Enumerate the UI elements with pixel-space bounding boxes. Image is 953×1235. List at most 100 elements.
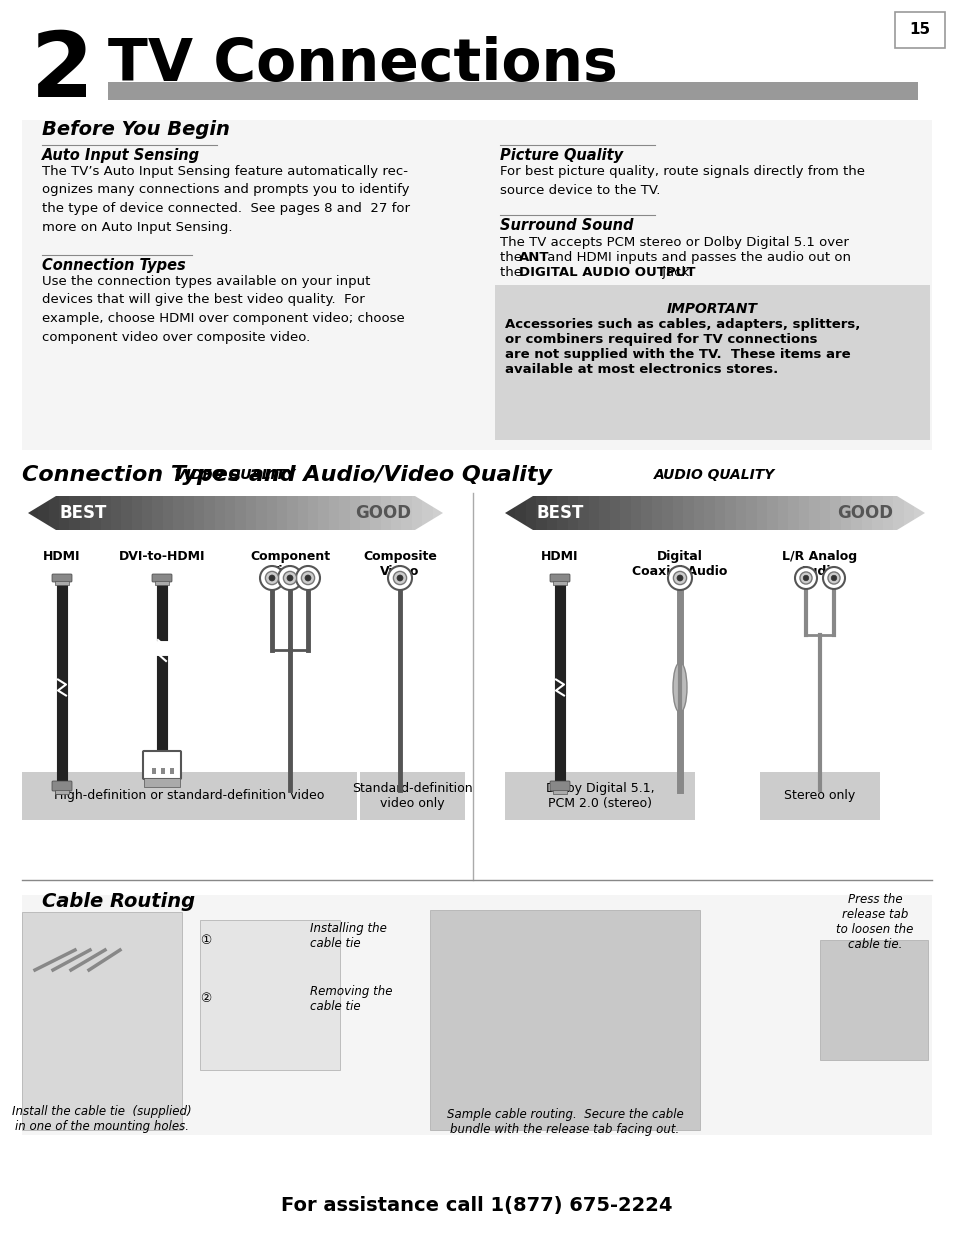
FancyBboxPatch shape — [152, 574, 172, 582]
Bar — [22, 772, 356, 820]
Text: Press the
release tab
to loosen the
cable tie.: Press the release tab to loosen the cabl… — [836, 893, 913, 951]
Bar — [894, 12, 944, 48]
Bar — [893, 496, 903, 530]
Text: BEST: BEST — [60, 504, 108, 522]
Bar — [820, 940, 927, 1060]
Text: Surround Sound: Surround Sound — [499, 219, 633, 233]
Bar — [422, 496, 432, 530]
Bar — [22, 895, 931, 1135]
Bar — [308, 496, 318, 530]
Bar — [735, 496, 745, 530]
Bar — [841, 496, 851, 530]
Circle shape — [305, 576, 311, 580]
Bar — [882, 496, 893, 530]
FancyBboxPatch shape — [52, 574, 71, 582]
Text: The TV’s Auto Input Sensing feature automatically rec-
ognizes many connections : The TV’s Auto Input Sensing feature auto… — [42, 165, 410, 233]
Bar — [651, 496, 661, 530]
Text: 15: 15 — [908, 22, 929, 37]
Text: Stereo only: Stereo only — [783, 789, 855, 803]
Circle shape — [265, 572, 278, 584]
Circle shape — [802, 576, 808, 580]
Bar — [630, 496, 640, 530]
Bar — [578, 496, 588, 530]
Text: Auto Input Sensing: Auto Input Sensing — [42, 148, 200, 163]
Circle shape — [269, 576, 274, 580]
Bar — [183, 496, 193, 530]
Bar — [152, 768, 156, 774]
Text: the: the — [499, 251, 526, 264]
Bar — [703, 496, 714, 530]
Bar — [22, 911, 182, 1130]
Bar — [49, 496, 59, 530]
Text: GOOD: GOOD — [355, 504, 411, 522]
FancyBboxPatch shape — [550, 781, 569, 790]
Bar — [693, 496, 703, 530]
Bar — [359, 772, 464, 820]
Bar — [553, 790, 566, 794]
Bar — [154, 580, 169, 585]
Bar — [609, 496, 619, 530]
Bar — [767, 496, 778, 530]
Bar — [370, 496, 380, 530]
Text: Digital
Coaxial Audio: Digital Coaxial Audio — [632, 550, 727, 578]
Text: jack.: jack. — [658, 266, 693, 279]
Bar — [714, 496, 724, 530]
Bar — [359, 496, 370, 530]
Bar — [799, 496, 809, 530]
Bar — [546, 496, 557, 530]
Circle shape — [673, 572, 686, 584]
Text: IMPORTANT: IMPORTANT — [666, 303, 757, 316]
Circle shape — [393, 572, 406, 584]
Text: Installing the
cable tie: Installing the cable tie — [310, 923, 387, 950]
Text: Install the cable tie  (supplied)
in one of the mounting holes.: Install the cable tie (supplied) in one … — [12, 1105, 192, 1132]
Circle shape — [287, 576, 293, 580]
Circle shape — [667, 566, 691, 590]
Text: Sample cable routing.  Secure the cable
bundle with the release tab facing out.: Sample cable routing. Secure the cable b… — [446, 1108, 682, 1136]
Bar — [495, 285, 929, 440]
Text: Component
Video: Component Video — [250, 550, 330, 578]
Text: Composite
Video: Composite Video — [363, 550, 436, 578]
Bar — [745, 496, 757, 530]
Bar — [778, 496, 788, 530]
Bar — [152, 496, 163, 530]
Bar — [256, 496, 266, 530]
FancyBboxPatch shape — [550, 574, 569, 582]
Text: DVI-to-HDMI: DVI-to-HDMI — [118, 550, 205, 563]
Bar — [872, 496, 882, 530]
FancyBboxPatch shape — [52, 781, 71, 790]
Text: For assistance call 1(877) 675-2224: For assistance call 1(877) 675-2224 — [281, 1195, 672, 1214]
Text: BEST: BEST — [537, 504, 584, 522]
Bar — [193, 496, 204, 530]
Bar — [173, 496, 183, 530]
Text: ②: ② — [200, 992, 211, 1004]
Bar — [830, 496, 841, 530]
Text: the: the — [499, 266, 526, 279]
Bar — [111, 496, 121, 530]
Bar — [588, 496, 598, 530]
Bar — [380, 496, 391, 530]
Bar — [553, 580, 566, 585]
Bar — [339, 496, 349, 530]
Bar — [672, 496, 682, 530]
Text: Connection Types and Audio/Video Quality: Connection Types and Audio/Video Quality — [22, 466, 552, 485]
Bar — [557, 496, 567, 530]
Circle shape — [800, 572, 811, 584]
Bar — [287, 496, 297, 530]
Bar — [525, 496, 536, 530]
Text: L/R Analog
Audio: L/R Analog Audio — [781, 550, 857, 578]
Text: available at most electronics stores.: available at most electronics stores. — [504, 363, 778, 375]
Bar — [862, 496, 872, 530]
Circle shape — [794, 567, 816, 589]
Text: HDMI: HDMI — [43, 550, 81, 563]
Circle shape — [830, 576, 836, 580]
Text: or combiners required for TV connections: or combiners required for TV connections — [504, 333, 817, 346]
Bar — [121, 496, 132, 530]
Bar — [297, 496, 308, 530]
Bar — [724, 496, 735, 530]
Text: DIGITAL AUDIO OUTPUT: DIGITAL AUDIO OUTPUT — [518, 266, 695, 279]
Bar — [851, 496, 862, 530]
Bar — [329, 496, 339, 530]
Text: are not supplied with the TV.  These items are: are not supplied with the TV. These item… — [504, 348, 850, 361]
Ellipse shape — [672, 662, 686, 713]
Bar — [22, 120, 931, 450]
